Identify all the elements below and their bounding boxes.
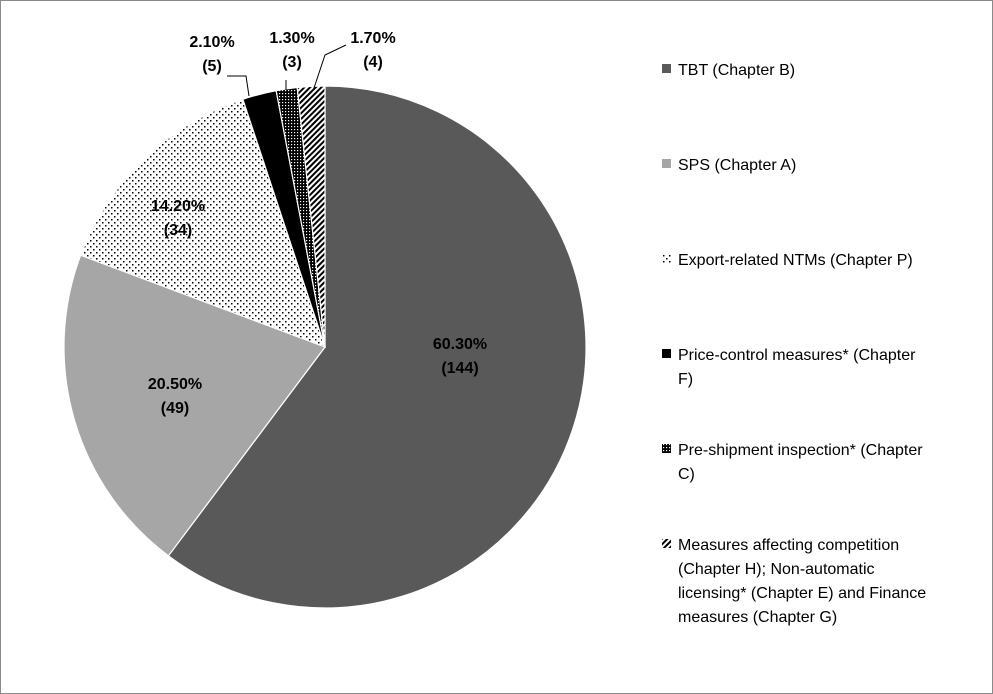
slice-count-label: (34) — [164, 222, 192, 239]
slice-percent-label: 60.30% — [433, 336, 487, 353]
legend-label: licensing* (Chapter E) and Finance — [678, 585, 926, 602]
legend-label: C) — [678, 466, 695, 483]
slice-percent-label: 1.30% — [269, 30, 314, 47]
slice-count-label: (3) — [282, 54, 302, 71]
slice-count-label: (5) — [202, 58, 222, 75]
leader-line — [227, 75, 250, 97]
legend-swatch — [662, 444, 671, 453]
pie-slice — [296, 85, 326, 348]
slice-count-label: (49) — [161, 400, 189, 417]
legend-swatch — [662, 254, 671, 263]
pie-slice — [79, 98, 326, 349]
pie-slice — [167, 85, 587, 609]
slice-count-label: (4) — [363, 54, 383, 71]
legend-swatch — [662, 539, 671, 548]
legend-swatch — [662, 159, 671, 168]
pie-slice — [63, 254, 326, 557]
legend-label: Export-related NTMs (Chapter P) — [678, 252, 913, 269]
legend-label: SPS (Chapter A) — [678, 157, 796, 174]
slice-percent-label: 2.10% — [189, 34, 234, 51]
legend-swatch — [662, 349, 671, 358]
slice-percent-label: 14.20% — [151, 198, 205, 215]
legend-label: Pre-shipment inspection* (Chapter — [678, 442, 923, 459]
legend-swatch — [662, 64, 671, 73]
leader-line — [313, 44, 347, 89]
legend-label: (Chapter H); Non-automatic — [678, 561, 875, 578]
slice-percent-label: 1.70% — [350, 30, 395, 47]
slice-count-label: (144) — [441, 360, 478, 377]
legend-label: measures (Chapter G) — [678, 609, 837, 626]
slice-percent-label: 20.50% — [148, 376, 202, 393]
legend-label: TBT (Chapter B) — [678, 62, 795, 79]
legend-label: Price-control measures* (Chapter — [678, 347, 916, 364]
legend-label: Measures affecting competition — [678, 537, 899, 554]
legend-label: F) — [678, 371, 693, 388]
